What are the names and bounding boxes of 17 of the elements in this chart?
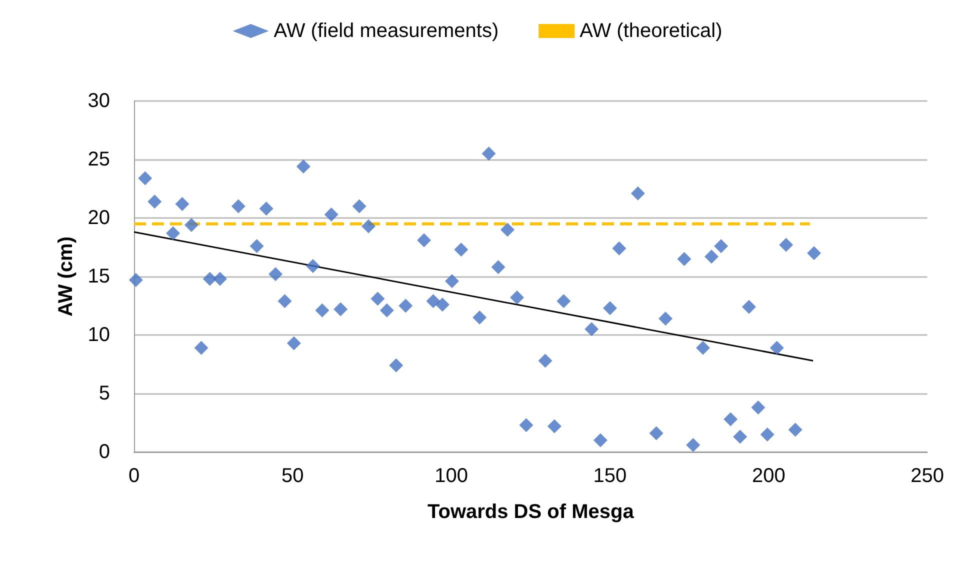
- y-tick-label: 10: [88, 324, 110, 346]
- x-tick-label: 100: [434, 465, 468, 487]
- y-tick-label: 25: [88, 148, 110, 170]
- x-tick-label: 250: [910, 465, 944, 487]
- y-axis-title: AW (cm): [55, 236, 77, 316]
- x-tick-label: 150: [593, 465, 627, 487]
- y-tick-label: 15: [88, 266, 110, 288]
- y-tick-label: 20: [88, 207, 110, 229]
- y-tick-label: 30: [88, 90, 110, 112]
- x-tick-label: 50: [282, 465, 304, 487]
- x-axis-title: Towards DS of Mesga: [427, 501, 635, 523]
- y-tick-label: 0: [98, 441, 110, 463]
- x-tick-label: 0: [128, 465, 140, 487]
- legend-label: AW (field measurements): [274, 20, 499, 42]
- legend-label: AW (theoretical): [580, 20, 722, 42]
- x-tick-label: 200: [752, 465, 786, 487]
- y-tick-label: 5: [98, 382, 110, 404]
